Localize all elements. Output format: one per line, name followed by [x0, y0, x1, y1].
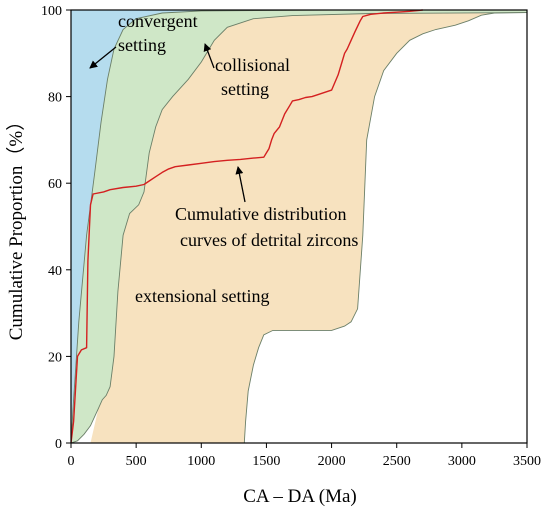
convergent-arrow	[89, 46, 117, 69]
detrital-zircon-curve-label: Cumulative distribution curves of detrit…	[175, 204, 358, 250]
extensional-boundary-line	[90, 12, 528, 444]
detrital-zircon-curve-layer	[70, 9, 423, 444]
x-tick-label: 3500	[513, 454, 541, 469]
annotation-arrows	[89, 43, 246, 203]
detrital-zircon-cumulative-curve	[70, 9, 423, 444]
collisional-boundary-line	[70, 12, 528, 444]
curve-arrow	[235, 166, 246, 203]
y-tick-label: 80	[48, 91, 62, 106]
x-tick-label: 2000	[318, 454, 346, 469]
axis-ticks: 0 500 1000 1500 2000 2500 3000 3500 0 20 40 60 80 100	[41, 4, 541, 469]
collisional-arrow	[203, 43, 215, 69]
x-tick-label: 500	[126, 454, 147, 469]
convergent-boundary-line	[70, 9, 527, 444]
extensional-setting-label: extensional setting	[135, 286, 269, 306]
convergent-setting-label: convergent setting	[118, 11, 202, 55]
x-tick-label: 3000	[448, 454, 476, 469]
y-tick-label: 20	[48, 350, 62, 365]
extensional-setting-field	[90, 12, 527, 443]
x-tick-label: 2500	[383, 454, 411, 469]
y-tick-label: 60	[48, 177, 62, 192]
y-tick-label: 0	[55, 437, 62, 452]
collisional-setting-label: collisional setting	[215, 55, 295, 99]
collisional-setting-field	[71, 10, 527, 443]
tectonic-setting-fields	[70, 9, 528, 444]
x-tick-label: 1000	[187, 454, 215, 469]
y-tick-label: 40	[48, 264, 62, 279]
x-tick-label: 1500	[252, 454, 280, 469]
x-axis-title: CA – DA (Ma)	[243, 486, 356, 507]
y-axis-title: Cumulative Proportion（%）	[5, 112, 27, 341]
y-tick-label: 100	[41, 4, 62, 19]
plot-frame	[70, 9, 528, 444]
x-tick-label: 0	[68, 454, 75, 469]
